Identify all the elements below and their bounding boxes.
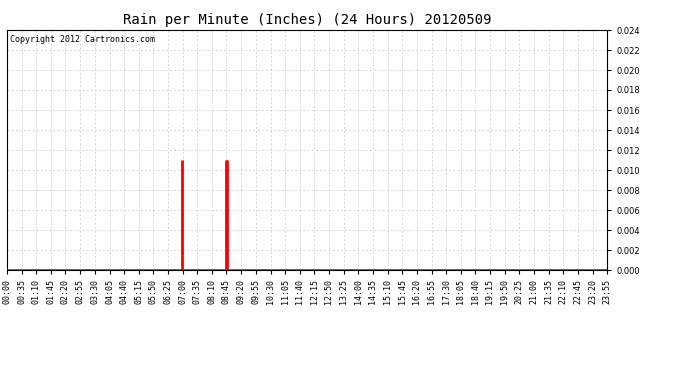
Text: Copyright 2012 Cartronics.com: Copyright 2012 Cartronics.com <box>10 35 155 44</box>
Title: Rain per Minute (Inches) (24 Hours) 20120509: Rain per Minute (Inches) (24 Hours) 2012… <box>123 13 491 27</box>
